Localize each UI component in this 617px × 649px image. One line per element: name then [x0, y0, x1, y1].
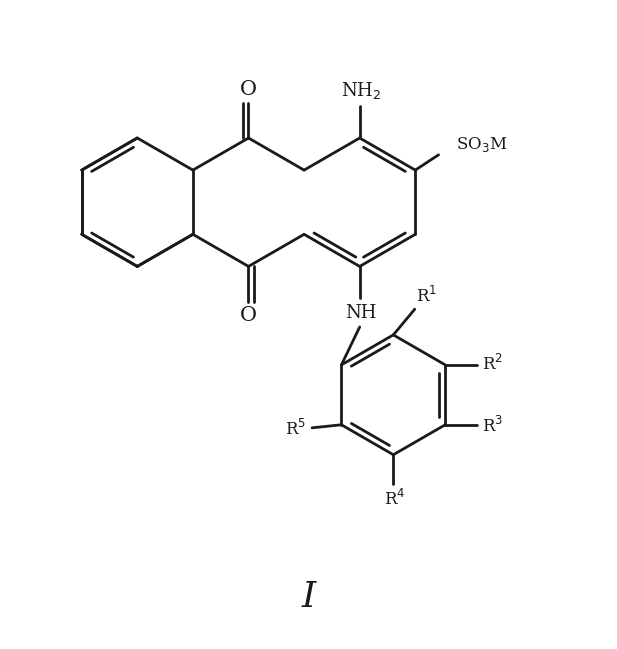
Text: R$^5$: R$^5$: [285, 419, 306, 439]
Text: R$^4$: R$^4$: [384, 489, 405, 509]
Text: R$^3$: R$^3$: [482, 416, 503, 436]
Text: I: I: [301, 580, 316, 613]
Text: NH: NH: [346, 304, 376, 323]
Text: R$^1$: R$^1$: [416, 286, 437, 306]
Text: NH$_2$: NH$_2$: [341, 80, 381, 101]
Text: O: O: [240, 80, 257, 99]
Text: O: O: [240, 306, 257, 325]
Text: SO$_3$M: SO$_3$M: [456, 135, 507, 154]
Text: R$^2$: R$^2$: [482, 354, 503, 374]
